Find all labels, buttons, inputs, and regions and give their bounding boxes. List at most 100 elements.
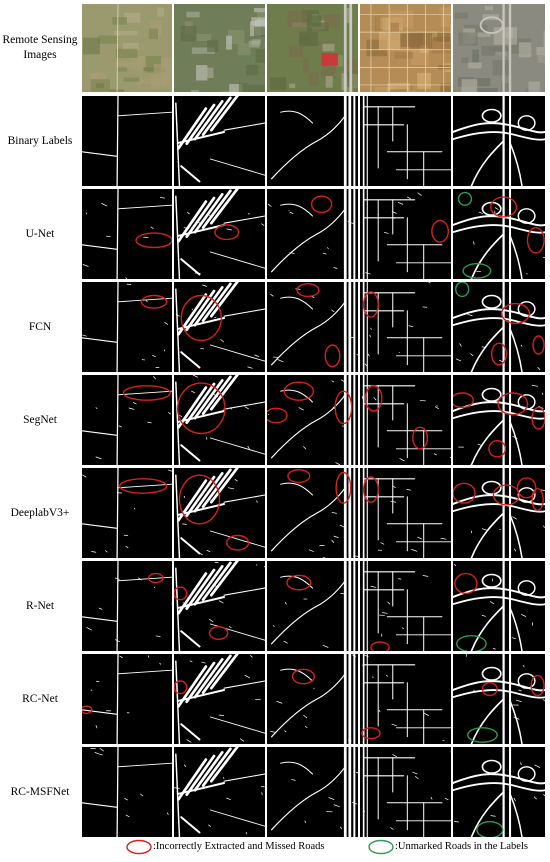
legend-green: :Unmarked Roads in the Labels: [367, 838, 528, 856]
panel-row7-col4: [453, 654, 545, 744]
red-ellipse-icon: [365, 386, 381, 411]
green-ellipse-icon: [463, 264, 491, 278]
red-ellipse-icon: [227, 536, 249, 550]
red-ellipse-icon: [335, 391, 351, 423]
legend-red-text: :Incorrectly Extracted and Missed Roads: [153, 841, 325, 852]
road-mask: [360, 654, 451, 744]
panel-row6-col3: [360, 561, 451, 651]
red-ellipse-icon: [531, 676, 544, 696]
row-label-line: FCN: [28, 320, 52, 333]
road-mask: [362, 96, 451, 186]
road-mask: [270, 654, 357, 744]
panel-row4-col1: [174, 375, 265, 465]
panel-row0-col0: [82, 4, 172, 92]
remote-sensing-image: [174, 4, 265, 92]
road-mask: [362, 468, 451, 558]
row-label-5: DeeplabV3+: [0, 506, 80, 521]
panel-row3-col0: [82, 282, 172, 372]
road-mask: [82, 375, 172, 465]
red-ellipse-icon: [413, 427, 428, 449]
panel-row0-col3: [360, 4, 451, 92]
red-ellipse-icon: [126, 839, 152, 854]
row-label-line: Remote Sensing: [2, 34, 78, 46]
red-ellipse-icon: [149, 574, 163, 583]
red-ellipse-icon: [288, 470, 310, 483]
panel-row5-col0: [82, 468, 172, 558]
remote-sensing-image: [267, 4, 358, 92]
red-ellipse-icon: [364, 477, 379, 502]
red-ellipse-icon: [502, 304, 530, 324]
red-ellipse-icon: [325, 345, 340, 367]
red-ellipse-icon: [181, 296, 221, 341]
red-ellipse-icon: [364, 292, 379, 317]
green-ellipse-icon: [459, 193, 472, 206]
road-mask: [362, 189, 451, 279]
panel-row0-col4: [453, 4, 545, 92]
row-label-line: Binary Labels: [7, 134, 73, 147]
road-mask: [270, 561, 356, 651]
row-label-line: Images: [23, 49, 57, 61]
road-mask: [267, 189, 356, 279]
row-label-8: RC-MSFNet: [0, 785, 80, 800]
row-label-1: Binary Labels: [0, 134, 80, 149]
red-ellipse-icon: [498, 393, 527, 415]
road-mask: [175, 468, 265, 558]
red-ellipse-icon: [174, 587, 187, 600]
red-ellipse-icon: [287, 575, 311, 589]
red-ellipse-icon: [453, 393, 473, 407]
road-mask: [82, 96, 172, 186]
panel-row1-col4: [453, 96, 545, 186]
panel-row3-col4: [453, 282, 545, 372]
panel-row1-col1: [174, 96, 265, 186]
road-mask: [453, 468, 545, 558]
red-ellipse-icon: [209, 627, 227, 640]
red-ellipse-icon: [82, 706, 92, 713]
red-ellipse-icon: [297, 284, 319, 297]
legend-green-text: :Unmarked Roads in the Labels: [395, 841, 528, 852]
red-ellipse-icon: [491, 197, 517, 217]
road-mask: [175, 375, 265, 465]
panel-row2-col4: [453, 189, 545, 279]
panel-row8-col1: [174, 747, 265, 837]
red-ellipse-icon: [123, 386, 170, 400]
road-mask: [361, 375, 451, 465]
red-ellipse-icon: [136, 233, 172, 247]
road-mask: [362, 282, 451, 372]
green-ellipse-icon: [456, 282, 469, 296]
road-mask: [175, 189, 265, 279]
panel-row4-col4: [453, 375, 545, 465]
road-mask: [453, 96, 545, 186]
panel-row2-col1: [174, 189, 265, 279]
panel-row0-col2: [267, 4, 358, 92]
red-ellipse-icon: [517, 478, 535, 498]
panel-row7-col1: [174, 654, 265, 744]
red-ellipse-icon: [120, 479, 167, 493]
green-ellipse-icon: [468, 728, 497, 742]
road-mask: [453, 561, 545, 651]
road-mask: [82, 468, 172, 558]
road-mask: [174, 747, 265, 837]
panel-row8-col3: [360, 747, 451, 837]
green-ellipse-icon: [457, 636, 486, 651]
row-label-line: U-Net: [25, 227, 55, 240]
row-label-2: U-Net: [0, 227, 80, 242]
green-ellipse-icon: [368, 839, 394, 854]
row-label-6: R-Net: [0, 599, 80, 614]
road-mask: [82, 189, 172, 279]
row-label-line: R-Net: [25, 599, 55, 612]
road-mask: [82, 561, 172, 651]
red-ellipse-icon: [336, 473, 351, 504]
road-mask: [270, 747, 358, 837]
red-ellipse-icon: [179, 475, 219, 524]
red-ellipse-icon: [532, 489, 543, 511]
panel-row5-col2: [267, 468, 358, 558]
panel-row8-col4: [453, 747, 545, 837]
road-mask: [175, 96, 265, 186]
panel-row4-col2: [267, 375, 358, 465]
road-mask: [453, 654, 545, 744]
row-label-line: DeeplabV3+: [10, 506, 70, 519]
road-mask: [453, 189, 545, 279]
panel-row1-col3: [360, 96, 451, 186]
panel-row3-col2: [267, 282, 358, 372]
red-ellipse-icon: [174, 681, 187, 694]
